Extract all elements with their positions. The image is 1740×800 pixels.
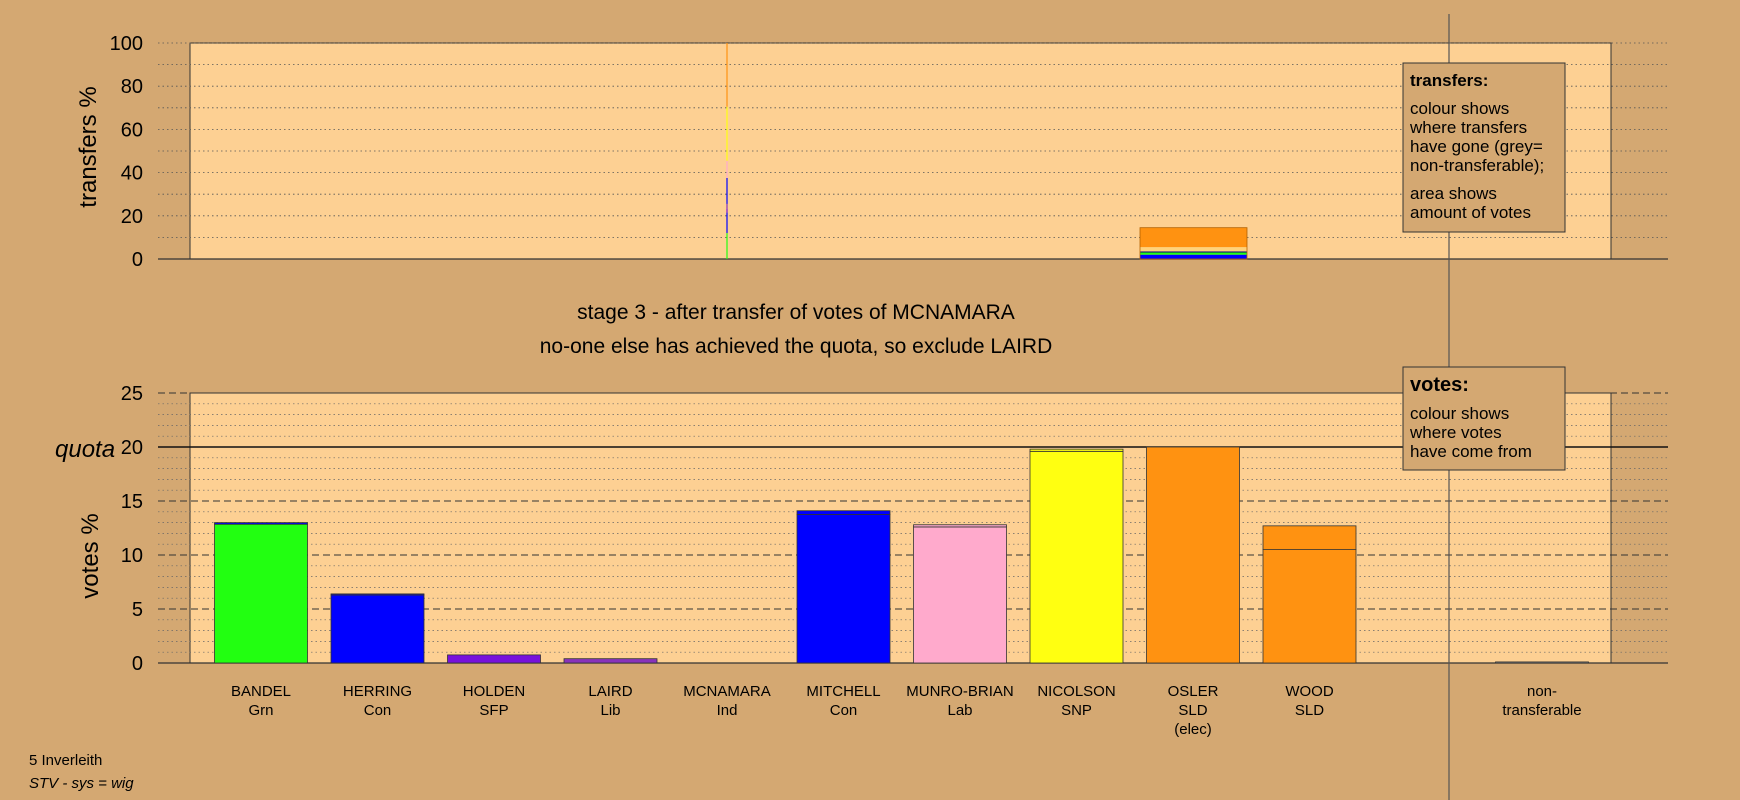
vote-bar-segment [1029,448,1124,452]
vote-bar-segment [796,510,891,515]
transfers-panel: 0 20 40 60 80 100 [110,33,1668,271]
transfer-block-segment [1140,247,1247,252]
candidate-party: Lab [947,702,972,719]
vote-bar-segment [214,523,308,664]
transfers-tick-label: 60 [121,119,143,141]
candidate-party: Con [364,702,392,719]
vote-bar-segment [1262,549,1357,664]
votes-tick-label: 5 [132,599,143,621]
candidate-party: SNP [1061,702,1092,719]
ward-label: 5 Inverleith [29,752,102,769]
candidate-name: MITCHELL [806,683,880,700]
candidate-labels: BANDEL Grn HERRING Con HOLDEN SFP LAIRD Lib MCNA… [231,683,1582,738]
quota-label: quota [55,436,115,463]
stage-title: stage 3 - after transfer of votes of MCN… [577,301,1015,324]
votes-legend: votes: colour shows where votes have com… [1402,366,1566,471]
candidate-party: Grn [248,702,273,719]
transfers-tick-label: 80 [121,76,143,98]
vote-bar-segment [447,654,541,664]
vote-bar-segment [1029,450,1124,664]
transfers-legend-line: area shows [1410,184,1497,203]
non-transferable-bar [1495,661,1589,664]
votes-legend-line: have come from [1410,442,1532,461]
transfers-tick-label: 40 [121,163,143,185]
candidate-name: NICOLSON [1037,683,1115,700]
transfer-block-outline [1139,227,1248,260]
votes-tick-label: 25 [121,383,143,405]
transfers-legend-line: where transfers [1409,118,1527,137]
candidate-party: SFP [479,702,508,719]
vote-bar-segment [1262,525,1357,551]
votes-tick-label: 0 [132,653,143,675]
candidate-party: Lib [600,702,620,719]
votes-panel: 0 5 10 15 20 25 [121,383,1668,675]
transfers-tick-label: 0 [132,249,143,271]
votes-legend-title: votes: [1410,374,1469,396]
system-label: STV - sys = wig [29,775,134,792]
votes-legend-line: colour shows [1410,404,1509,423]
vote-bar-segment [330,593,425,596]
vote-bar-segment [214,522,308,525]
non-transferable-label: transferable [1502,702,1581,719]
candidate-name: OSLER [1168,683,1219,700]
transfers-tick-label: 20 [121,206,143,228]
votes-tick-label: 15 [121,491,143,513]
candidate-name: LAIRD [588,683,632,700]
vote-bar-segment [796,514,891,664]
transfers-legend-line: have gone (grey= [1410,137,1543,156]
candidate-party: Ind [717,702,738,719]
candidate-name: MUNRO-BRIAN [906,683,1014,700]
transfers-legend-title: transfers: [1410,71,1488,90]
candidate-party: SLD [1295,702,1324,719]
transfer-block-segment [1140,227,1247,248]
vote-bar-segment [1146,446,1240,664]
candidate-name: HOLDEN [463,683,526,700]
transfer-block-segment [1140,252,1247,255]
candidate-party: SLD [1178,702,1207,719]
non-transferable-label: non- [1527,683,1557,700]
votes-legend-line: where votes [1409,423,1502,442]
transfer-block-segment [1140,251,1247,253]
votes-plot-area [189,392,1612,664]
vote-bar-segment [913,524,1007,528]
candidate-name: BANDEL [231,683,291,700]
candidate-status: (elec) [1174,721,1212,738]
decision-text: no-one else has achieved the quota, so e… [540,335,1053,358]
transfers-legend-line: colour shows [1410,99,1509,118]
candidate-name: WOOD [1285,683,1333,700]
transfers-axis-title: transfers % [75,86,102,207]
transfers-legend-line: non-transferable); [1410,156,1544,175]
transfer-block-segment [1140,254,1247,259]
transfers-legend-line: amount of votes [1410,203,1531,222]
vote-bar-segment [563,658,658,664]
transfers-tick-label: 100 [110,33,143,55]
candidate-party: Con [830,702,858,719]
vote-bar-segment [913,526,1007,664]
votes-axis-title: votes % [77,513,104,598]
transfers-legend: transfers: colour shows where transfers … [1402,62,1566,233]
candidate-name: HERRING [343,683,412,700]
votes-tick-label: 20 [121,437,143,459]
votes-tick-label: 10 [121,545,143,567]
vote-bar-segment [330,594,425,664]
candidate-name: MCNAMARA [683,683,771,700]
